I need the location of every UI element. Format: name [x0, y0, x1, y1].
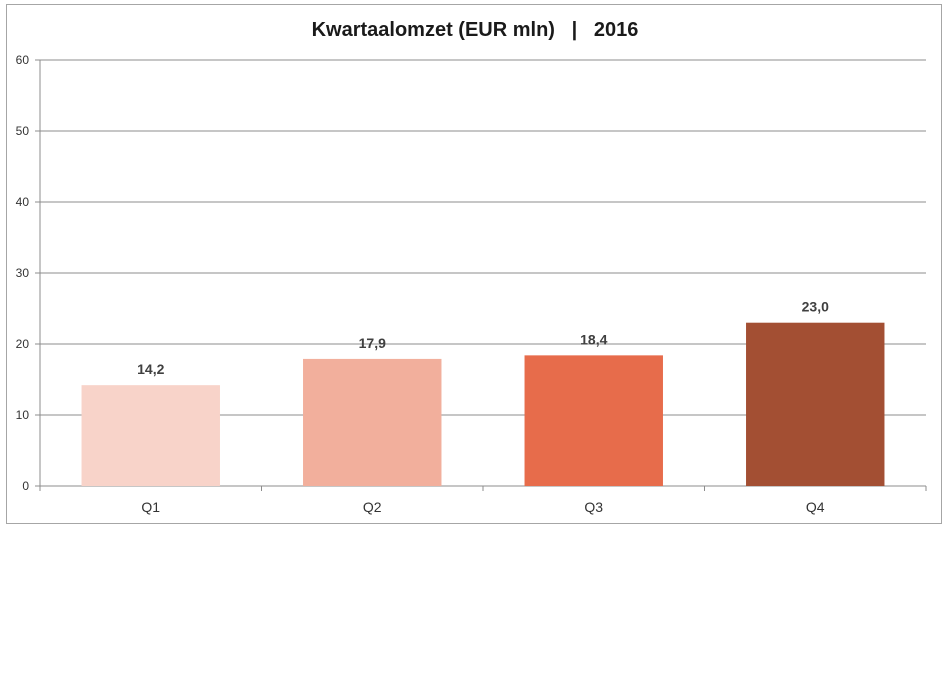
bar-q4 — [746, 322, 885, 486]
bar-q2 — [303, 358, 442, 486]
data-label: 14,2 — [137, 361, 164, 377]
x-tick-label: Q1 — [141, 499, 160, 515]
chart-title: Kwartaalomzet (EUR mln) | 2016 — [311, 19, 639, 41]
x-tick-label: Q4 — [806, 499, 825, 515]
bar-q3 — [524, 355, 663, 486]
bar-q1 — [81, 385, 220, 486]
x-tick-label: Q2 — [363, 499, 382, 515]
y-tick-label: 30 — [16, 266, 30, 280]
y-tick-label: 10 — [16, 408, 30, 422]
y-tick-label: 40 — [16, 195, 30, 209]
y-tick-label: 20 — [16, 337, 30, 351]
y-tick-label: 0 — [22, 479, 29, 493]
y-tick-label: 50 — [16, 124, 30, 138]
x-tick-label: Q3 — [584, 499, 603, 515]
data-label: 23,0 — [802, 299, 829, 315]
y-tick-label: 60 — [16, 53, 30, 67]
data-label: 17,9 — [359, 335, 386, 351]
data-label: 18,4 — [580, 331, 607, 347]
